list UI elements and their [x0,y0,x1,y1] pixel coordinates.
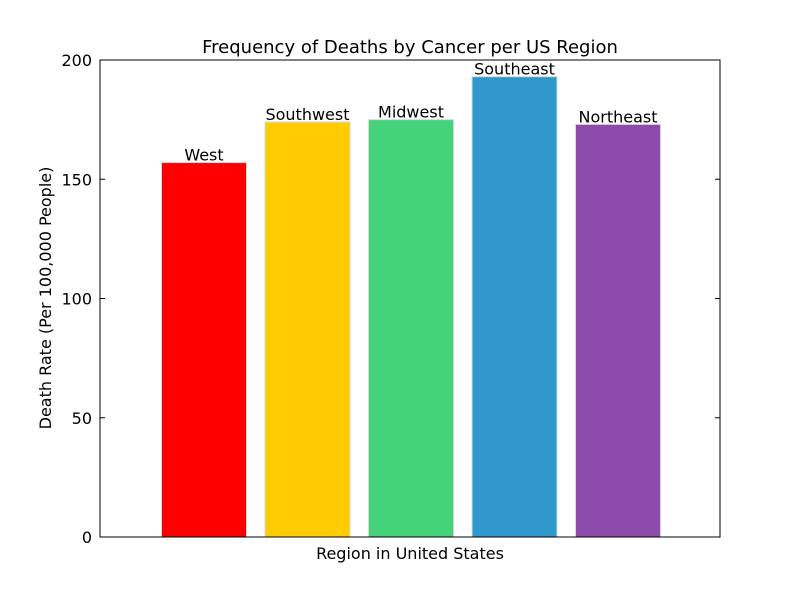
bar-midwest [368,119,454,538]
plot-area: 0 50 100 150 200 West Southwest Midwest Southeas… [61,51,720,547]
bar-label-southwest: Southwest [265,105,349,124]
y-tick-label: 100 [61,290,92,309]
x-axis-label: Region in United States [316,544,504,563]
bar-label-midwest: Midwest [378,103,444,122]
plot-frame [99,59,721,538]
bar-label-west: West [184,146,223,165]
bar-label-northeast: Northeast [578,107,657,126]
bar-northeast [575,123,661,538]
y-axis-label: Death Rate (Per 100,000 People) [36,167,55,430]
y-tick-label: 150 [61,170,92,189]
y-tick-label: 50 [72,409,92,428]
bar-label-southeast: Southeast [474,60,555,79]
chart-title: Frequency of Deaths by Cancer per US Reg… [202,37,618,58]
bar-west [161,162,247,538]
y-tick-label: 0 [82,528,92,547]
bar-southeast [471,76,558,538]
y-tick-label: 200 [61,51,92,70]
bar-southwest [264,121,351,538]
